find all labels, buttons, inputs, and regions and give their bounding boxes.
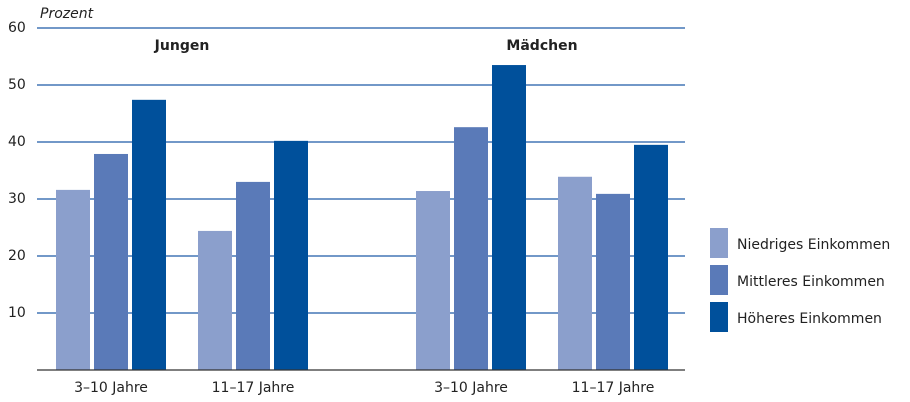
legend-label: Mittleres Einkommen xyxy=(737,274,885,290)
y-tick-label: 10 xyxy=(8,305,26,321)
legend-label: Niedriges Einkommen xyxy=(737,237,890,253)
y-tick-label: 40 xyxy=(8,134,26,150)
x-tick-label: 11–17 Jahre xyxy=(572,380,655,396)
bar xyxy=(558,176,592,370)
y-tick-label: 20 xyxy=(8,248,26,264)
x-tick-label: 3–10 Jahre xyxy=(434,380,508,396)
y-tick-label: 60 xyxy=(8,20,26,36)
bar xyxy=(596,193,630,370)
bar xyxy=(198,230,232,370)
bar xyxy=(132,99,166,370)
legend-label: Höheres Einkommen xyxy=(737,311,882,327)
x-tick-label: 11–17 Jahre xyxy=(212,380,295,396)
y-tick-label: 50 xyxy=(8,77,26,93)
bar xyxy=(416,191,450,370)
bar xyxy=(454,127,488,371)
legend-swatch xyxy=(710,228,728,258)
group-label: Jungen xyxy=(154,38,210,54)
y-tick-label: 30 xyxy=(8,191,26,207)
bar xyxy=(236,181,270,370)
bar xyxy=(492,65,526,371)
legend-swatch xyxy=(710,302,728,332)
bar xyxy=(274,140,308,370)
x-tick-label: 3–10 Jahre xyxy=(74,380,148,396)
group-label: Mädchen xyxy=(506,38,577,54)
bar xyxy=(94,153,128,370)
bar xyxy=(634,144,668,370)
bar xyxy=(56,189,90,370)
y-axis-label: Prozent xyxy=(40,6,94,22)
legend-swatch xyxy=(710,265,728,295)
